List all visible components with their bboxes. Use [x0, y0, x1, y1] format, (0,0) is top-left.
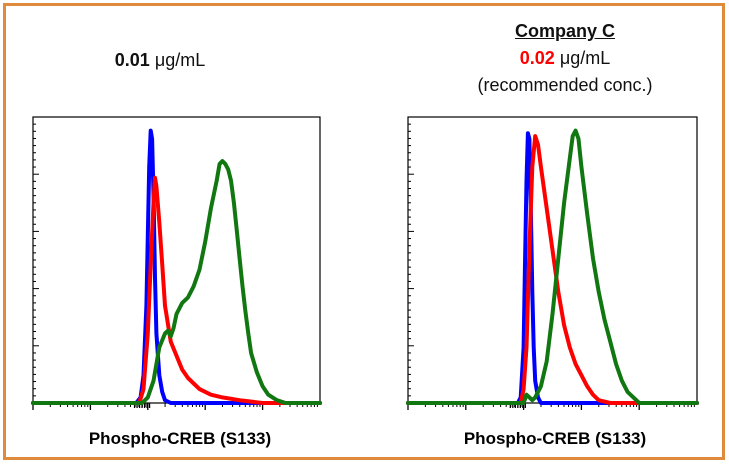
right-panel-title: 0.02 μg/mL	[465, 48, 665, 69]
series-line-1	[406, 131, 699, 405]
series-line-3	[406, 128, 699, 405]
right-panel-conc-value: 0.02	[519, 48, 555, 68]
right-xlabel: Phospho-CREB (S133)	[463, 429, 647, 448]
left-xlabel: Phospho-CREB (S133)	[88, 429, 272, 448]
series-line-2	[406, 134, 699, 405]
right-panel-conc-unit: μg/mL	[554, 48, 611, 68]
series-line-3	[31, 159, 322, 405]
right-panel-company: Company C	[514, 21, 615, 41]
figure-frame	[3, 3, 725, 460]
right-panel-note: (recommended conc.)	[477, 75, 653, 95]
left-panel-title: 0.01 μg/mL	[60, 50, 260, 71]
left-panel-conc-unit: μg/mL	[149, 50, 206, 70]
left-panel-conc-value: 0.01	[114, 50, 150, 70]
series-line-2	[31, 175, 322, 405]
series-line-1	[31, 128, 322, 405]
